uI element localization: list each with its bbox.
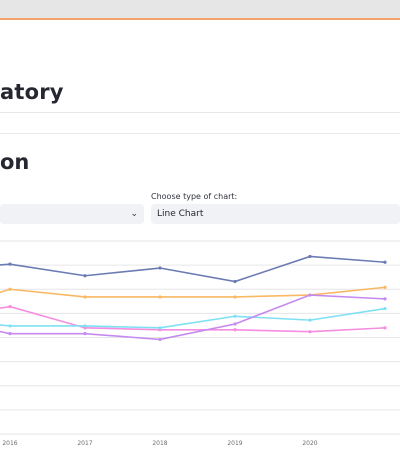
data-point	[308, 318, 312, 322]
x-tick-label: 2018	[152, 440, 167, 447]
data-point	[233, 279, 237, 284]
section-title: on	[0, 150, 30, 174]
data-point	[8, 287, 12, 291]
series-line	[0, 307, 386, 329]
data-point	[308, 330, 312, 334]
data-point	[158, 266, 162, 270]
data-point	[8, 332, 12, 336]
chevron-down-icon: ⌄	[130, 209, 138, 219]
series-line	[0, 286, 386, 298]
data-point	[308, 254, 312, 259]
data-point	[83, 274, 87, 278]
data-point	[8, 305, 12, 309]
chart-type-label: Choose type of chart:	[151, 192, 238, 201]
data-point	[83, 332, 87, 336]
data-point	[8, 324, 12, 328]
data-point	[233, 314, 237, 318]
divider	[0, 133, 400, 134]
data-point	[158, 295, 162, 299]
header-accent-line	[0, 18, 400, 20]
x-tick-label: 2017	[77, 440, 92, 447]
line-chart: 2016 2017 2018 2019 2020	[0, 240, 400, 447]
chart-type-select[interactable]: Line Chart	[151, 204, 400, 224]
left-select[interactable]: ⌄	[0, 204, 144, 224]
browser-top-bar	[0, 0, 400, 18]
page-title: atory	[0, 80, 64, 104]
series-line	[0, 255, 386, 283]
chart-type-value: Line Chart	[157, 209, 204, 219]
data-point	[383, 297, 387, 301]
data-point	[8, 262, 12, 266]
x-tick-label: 2016	[2, 440, 17, 447]
data-point	[158, 337, 162, 342]
x-tick-label: 2019	[227, 440, 242, 447]
data-point	[158, 326, 162, 330]
data-point	[233, 322, 237, 326]
data-point	[383, 260, 387, 264]
data-point	[83, 324, 87, 328]
data-point	[233, 295, 237, 299]
data-point	[233, 328, 237, 332]
data-point	[83, 295, 87, 299]
data-point	[308, 293, 312, 297]
series-line	[0, 305, 386, 333]
x-tick-label: 2020	[302, 440, 317, 447]
data-point	[383, 326, 387, 330]
data-point	[383, 285, 387, 289]
divider	[0, 112, 400, 113]
data-point	[383, 306, 387, 311]
